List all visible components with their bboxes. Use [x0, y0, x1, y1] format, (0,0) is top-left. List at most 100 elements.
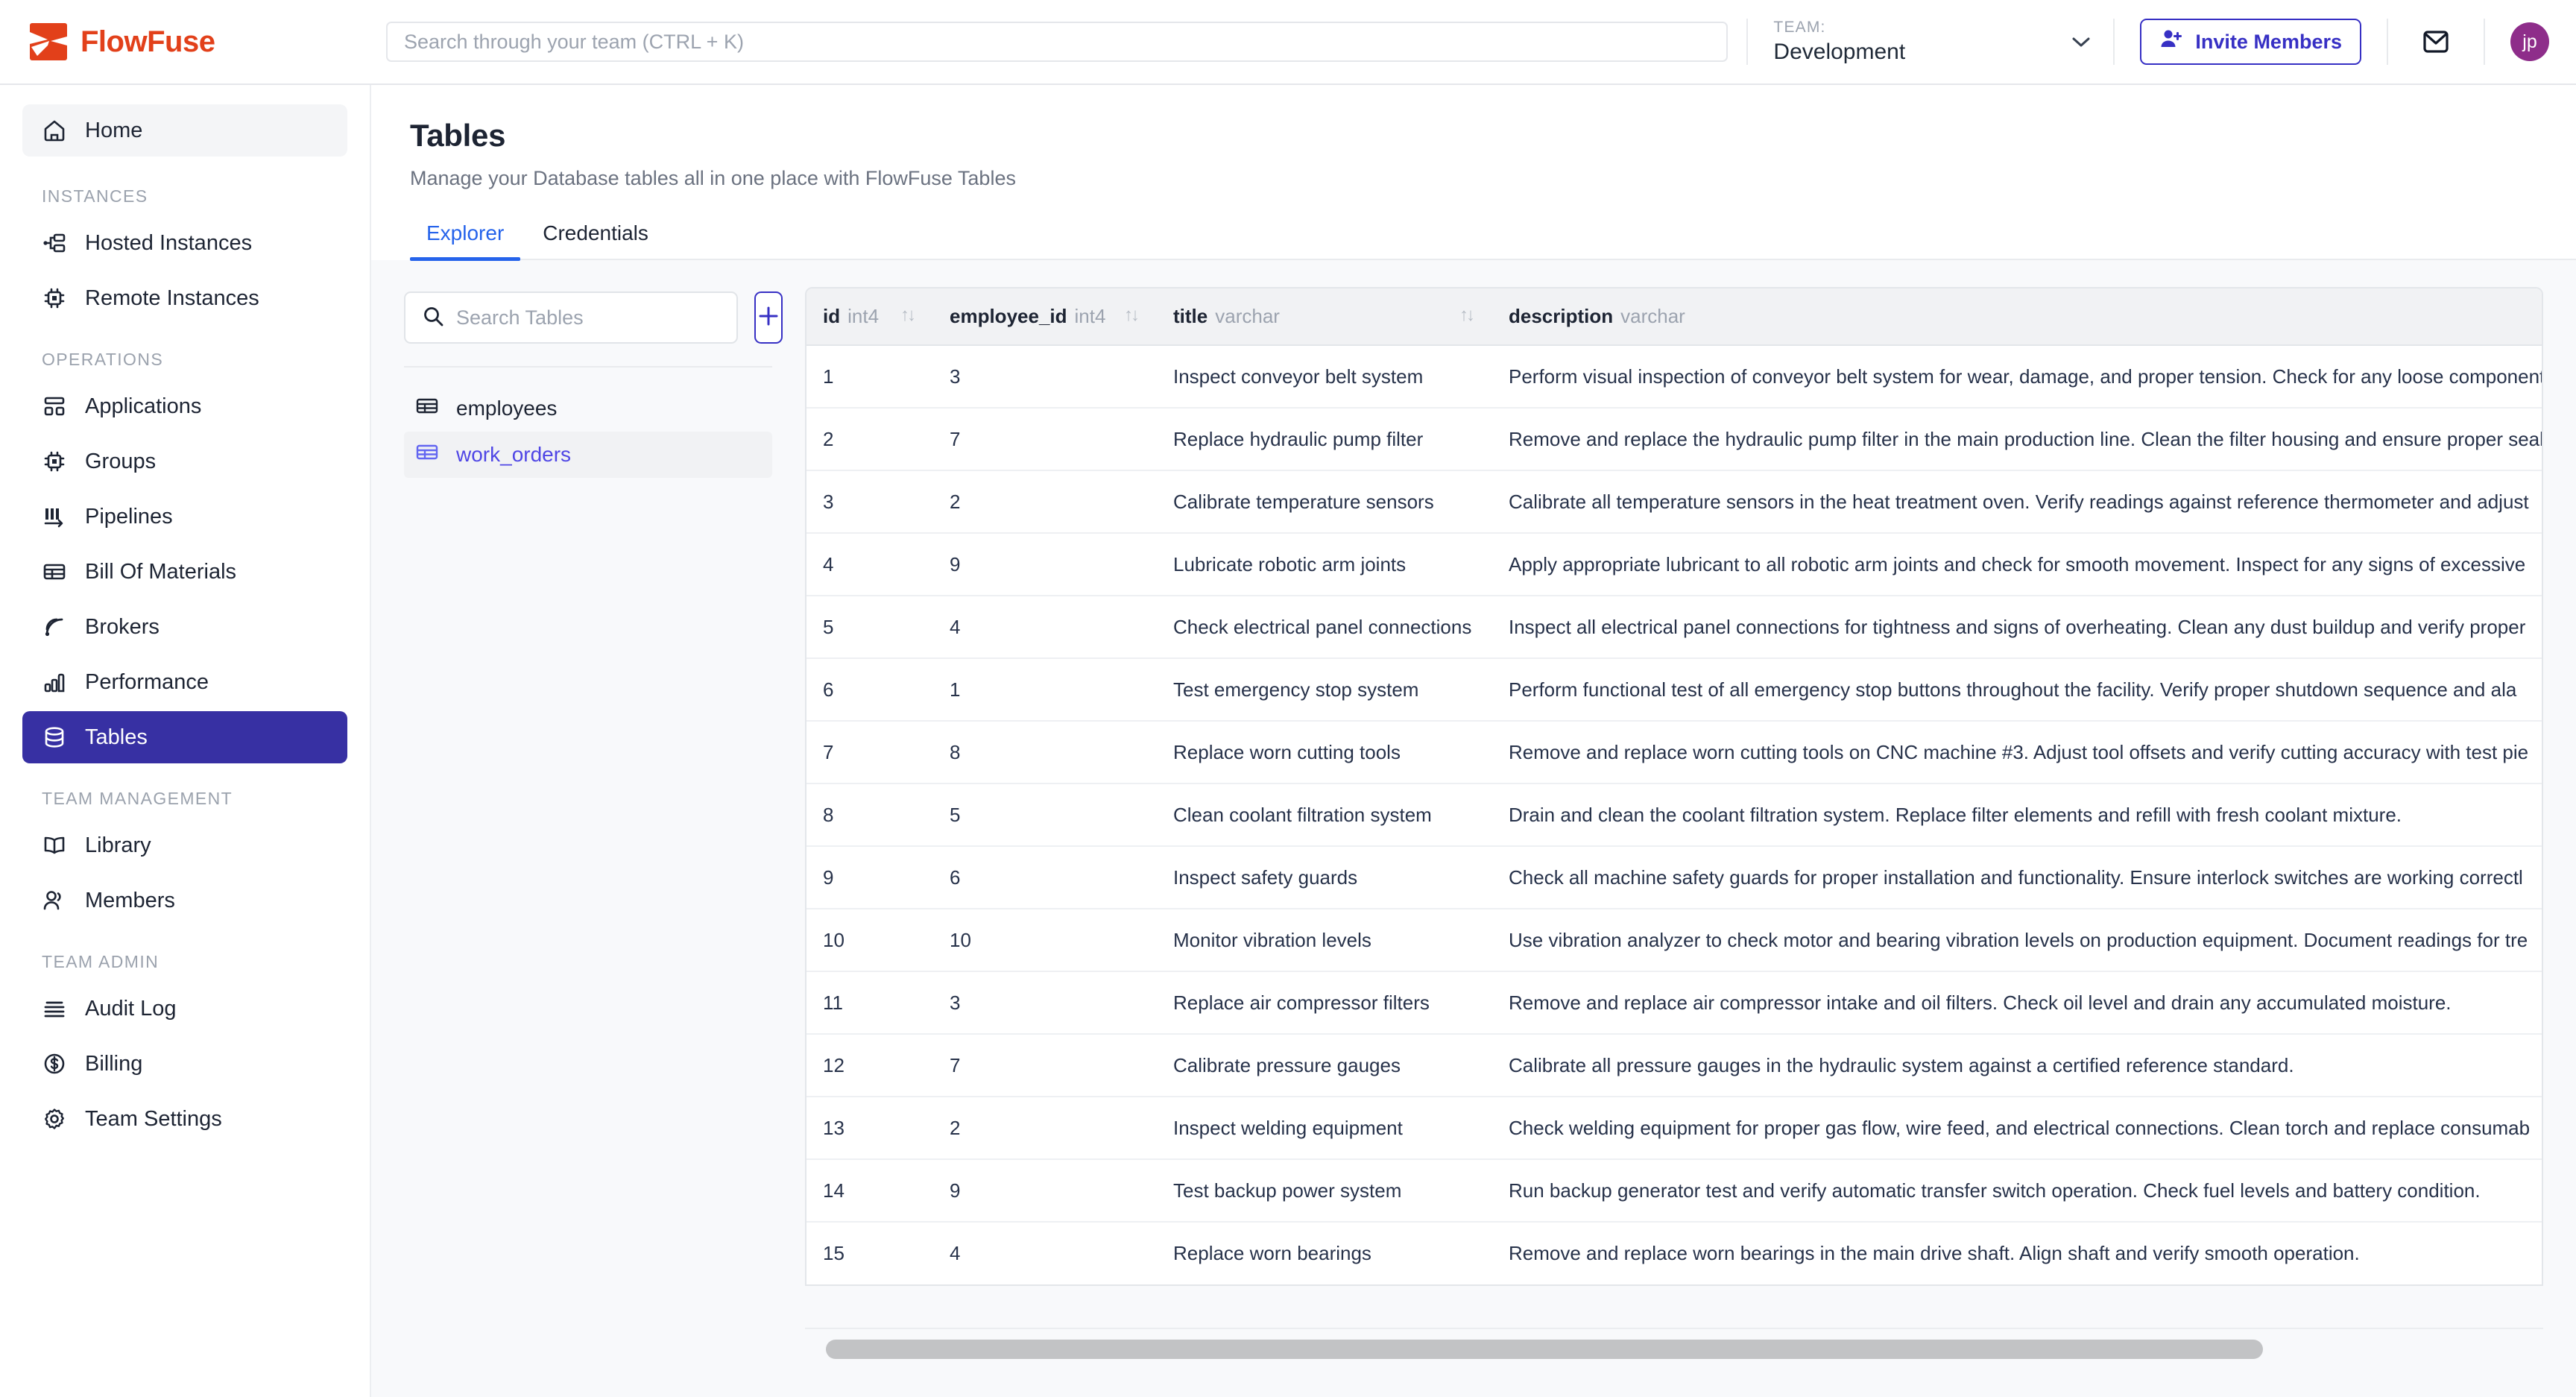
sidebar-item-billing[interactable]: Billing [22, 1038, 347, 1090]
sidebar-item-bill-of-materials[interactable]: Bill Of Materials [22, 546, 347, 598]
page-title: Tables [410, 118, 506, 153]
cell-employee-id: 9 [933, 533, 1157, 596]
sidebar-item-label: Members [85, 888, 175, 912]
sidebar-item-members[interactable]: Members [22, 874, 347, 927]
user-avatar[interactable]: jp [2510, 22, 2549, 61]
search-tables-input[interactable] [456, 306, 720, 329]
tab-credentials[interactable]: Credentials [543, 221, 648, 245]
sidebar-item-label: Bill Of Materials [85, 559, 237, 584]
sidebar-item-library[interactable]: Library [22, 819, 347, 871]
sidebar-item-performance[interactable]: Performance [22, 656, 347, 708]
cell-id: 6 [806, 658, 933, 722]
column-name: employee_id [950, 305, 1067, 327]
table-row[interactable]: 4 9 Lubricate robotic arm joints Apply appr… [806, 533, 2542, 596]
column-type: int4 [847, 305, 880, 327]
cell-title: Inspect conveyor belt system [1157, 345, 1492, 409]
cell-description: Check welding equipment for proper gas f… [1492, 1097, 2542, 1160]
global-search-input[interactable]: Search through your team (CTRL + K) [386, 22, 1728, 62]
cell-title: Inspect welding equipment [1157, 1097, 1492, 1160]
brand-logo[interactable]: FlowFuse [0, 23, 373, 60]
table-row[interactable]: 5 4 Check electrical panel connections Insp… [806, 596, 2542, 659]
invite-members-label: Invite Members [2195, 30, 2342, 53]
envelope-icon[interactable] [2414, 19, 2458, 64]
column-type: int4 [1074, 305, 1106, 327]
team-name: Development [1773, 40, 1906, 65]
table-row[interactable]: 9 6 Inspect safety guards Check all machine… [806, 846, 2542, 909]
sidebar-item-label: Tables [85, 725, 148, 749]
sidebar-group-title: TEAM ADMIN [42, 952, 160, 971]
table-list-item-work-orders[interactable]: work_orders [404, 432, 772, 478]
sort-arrows-icon[interactable]: ↑↓ [1459, 305, 1475, 325]
cell-title: Replace worn cutting tools [1157, 721, 1492, 784]
cell-description: Perform visual inspection of conveyor be… [1492, 345, 2542, 409]
sidebar-item-label: Hosted Instances [85, 230, 253, 255]
cell-id: 10 [806, 909, 933, 972]
table-row[interactable]: 2 7 Replace hydraulic pump filter Remove an… [806, 408, 2542, 471]
flowfuse-logo-icon [30, 23, 67, 60]
cell-id: 5 [806, 596, 933, 659]
table-row[interactable]: 7 8 Replace worn cutting tools Remove and r… [806, 721, 2542, 784]
sidebar-group-title: OPERATIONS [42, 350, 164, 369]
sidebar-item-label: Brokers [85, 614, 160, 639]
audit-log-icon [42, 996, 67, 1021]
cell-employee-id: 4 [950, 1242, 961, 1264]
column-header-id[interactable]: id int4 ↑↓ [806, 288, 933, 346]
users-icon [42, 888, 67, 913]
table-row[interactable]: 6 1 Test emergency stop system Perform func… [806, 658, 2542, 722]
table-row[interactable]: 12 7 Calibrate pressure gauges Calibrate al… [806, 1034, 2542, 1097]
cell-title: Test backup power system [1157, 1159, 1492, 1223]
page-subtitle: Manage your Database tables all in one p… [410, 167, 1016, 189]
team-label: TEAM: [1773, 19, 1826, 37]
sidebar-group-title: TEAM MANAGEMENT [42, 789, 233, 808]
team-selector[interactable]: TEAM: Development [1748, 0, 2113, 83]
sidebar-item-audit-log[interactable]: Audit Log [22, 983, 347, 1035]
horizontal-scrollbar-thumb[interactable] [826, 1340, 2263, 1359]
cell-employee-id: 5 [933, 783, 1157, 847]
table-row[interactable]: 8 5 Clean coolant filtration system Drain a… [806, 783, 2542, 847]
chevron-down-icon[interactable] [2071, 31, 2113, 54]
column-type: varchar [1620, 305, 1685, 327]
page-body: Home INSTANCES Hosted Instances Remote I… [0, 85, 2576, 1397]
search-tables-field[interactable] [404, 291, 738, 344]
table-row[interactable]: 1 3 Inspect conveyor belt system Perform vi… [806, 345, 2542, 409]
horizontal-scrollbar[interactable] [805, 1340, 2543, 1359]
table-row[interactable]: 14 9 Test backup power system Run backup ge… [806, 1159, 2542, 1223]
sidebar-item-team-settings[interactable]: Team Settings [22, 1093, 347, 1145]
column-header-employee-id[interactable]: employee_id int4 ↑↓ [933, 288, 1157, 346]
sidebar-item-tables[interactable]: Tables [22, 711, 347, 763]
sidebar-item-hosted-instances[interactable]: Hosted Instances [22, 217, 347, 269]
dollar-circle-icon [42, 1051, 67, 1076]
table-row[interactable]: 15 4 Replace worn bearings Remove and repla… [806, 1222, 2542, 1284]
sidebar-item-label: Performance [85, 669, 209, 694]
table-row[interactable]: 13 2 Inspect welding equipment Check weldin… [806, 1097, 2542, 1160]
table-list-item-employees[interactable]: employees [404, 385, 772, 432]
cell-employee-id: 7 [933, 1034, 1157, 1097]
column-header-description[interactable]: description varchar [1492, 288, 2542, 346]
table-row[interactable]: 10 10 Monitor vibration levels Use vibratio… [806, 909, 2542, 972]
sidebar-item-home[interactable]: Home [22, 104, 347, 157]
sidebar-item-pipelines[interactable]: Pipelines [22, 491, 347, 543]
invite-members-button[interactable]: Invite Members [2140, 19, 2361, 65]
cell-title: Check electrical panel connections [1157, 596, 1492, 659]
sort-arrows-icon[interactable]: ↑↓ [900, 305, 916, 325]
sidebar-item-label: Applications [85, 394, 202, 418]
sidebar-group-title: INSTANCES [42, 186, 148, 206]
table-icon [416, 395, 438, 423]
table-row[interactable]: 11 3 Replace air compressor filters Remove … [806, 971, 2542, 1035]
sidebar-item-groups[interactable]: Groups [22, 435, 347, 488]
top-header-bar: FlowFuse Search through your team (CTRL … [0, 0, 2576, 85]
table-row[interactable]: 3 2 Calibrate temperature sensors Calibrate… [806, 470, 2542, 534]
data-grid-panel: id int4 ↑↓ employee_id int4 ↑↓ title varcha… [805, 260, 2576, 1397]
sidebar-item-applications[interactable]: Applications [22, 380, 347, 432]
cell-employee-id: 9 [933, 1159, 1157, 1223]
cell-description: Calibrate all pressure gauges in the hyd… [1492, 1034, 2542, 1097]
sort-arrows-icon[interactable]: ↑↓ [1124, 305, 1140, 325]
add-table-button[interactable] [754, 291, 783, 344]
cell-title: Test emergency stop system [1157, 658, 1492, 722]
tab-explorer[interactable]: Explorer [410, 221, 521, 261]
sidebar-item-remote-instances[interactable]: Remote Instances [22, 272, 347, 324]
column-header-title[interactable]: title varchar ↑↓ [1157, 288, 1492, 346]
column-name: description [1509, 305, 1614, 327]
sidebar-item-brokers[interactable]: Brokers [22, 601, 347, 653]
column-type: varchar [1215, 305, 1280, 327]
